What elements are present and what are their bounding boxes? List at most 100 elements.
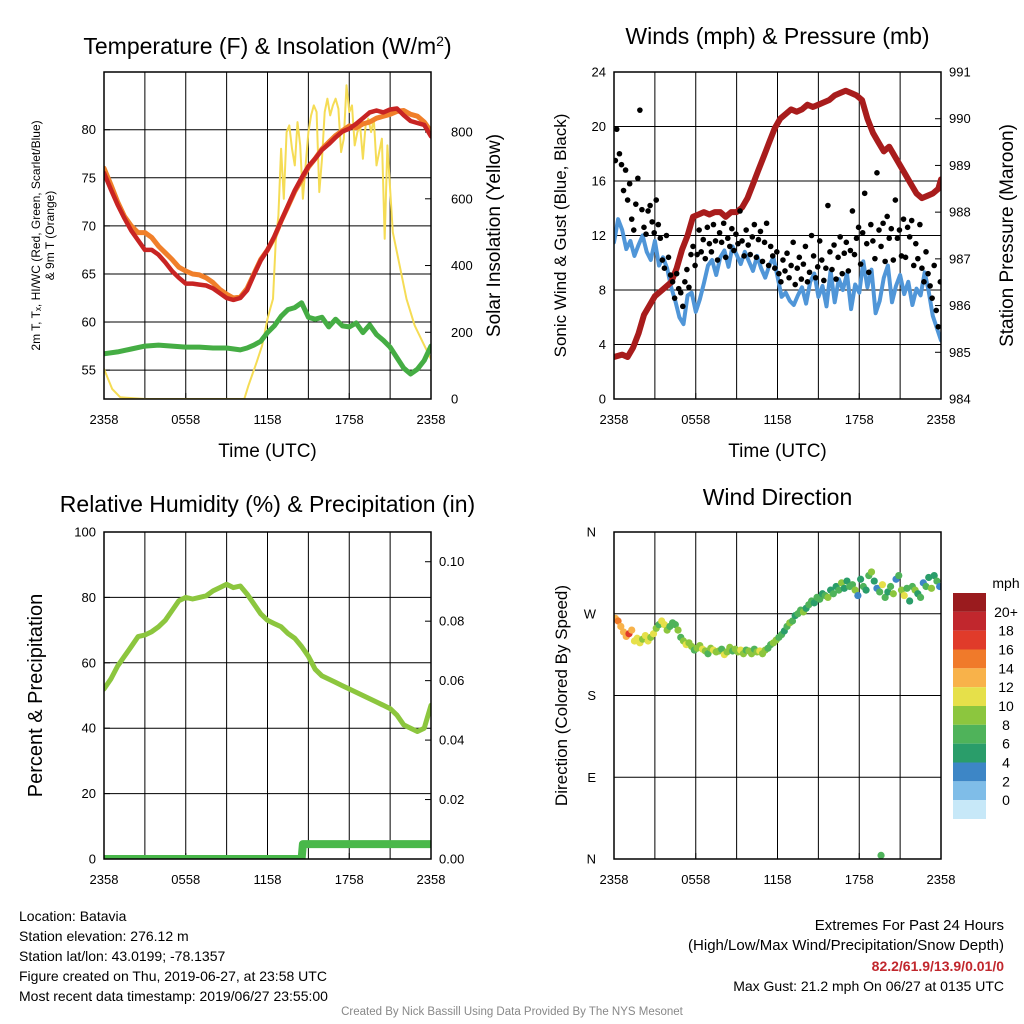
wind-gust-point <box>886 235 893 242</box>
wind-gust-point <box>780 257 786 263</box>
wind-gust-point <box>616 150 623 157</box>
wind-gust-point <box>921 279 927 285</box>
wind-gust-point <box>714 257 721 263</box>
rh-y2tick-label: 0.02 <box>439 792 464 807</box>
wind-ytick-label: 8 <box>599 283 606 298</box>
wind-y2tick-label: 986 <box>949 298 971 313</box>
wind-gust-point <box>653 197 660 203</box>
wind-direction-point <box>862 586 870 594</box>
wind-xtick-label: 2358 <box>600 412 629 427</box>
wind-ytick-label: 4 <box>599 337 606 352</box>
wind-gust-point <box>641 224 647 231</box>
wind-gust-point <box>863 240 870 247</box>
temp-y2tick-label: 800 <box>451 125 473 140</box>
wind-direction-point <box>936 582 941 591</box>
wind-gust-point <box>727 243 733 250</box>
wind-gust-point <box>700 236 707 243</box>
wind-panel: Winds (mph) & Pressure (mb) 0 4 8 12 16 20 24 98… <box>551 23 1018 462</box>
wind-gust-point <box>835 254 841 261</box>
wind-direction-point <box>857 575 865 583</box>
wind-gust-point <box>633 201 639 207</box>
wdir-frame <box>613 531 942 860</box>
wind-gust-point <box>729 225 735 232</box>
temp-y2tick-label: 400 <box>451 258 473 273</box>
wind-gust-point <box>765 262 772 269</box>
wind-gust-point <box>733 231 739 237</box>
wind-gust-point <box>659 257 666 263</box>
speed-legend-label: 4 <box>1002 755 1010 771</box>
wind-direction-point <box>884 588 892 596</box>
recent-data-text: Most recent data timestamp: 2019/06/27 2… <box>19 988 328 1004</box>
wdir-title: Wind Direction <box>703 484 853 510</box>
wind-gust-point <box>872 255 878 262</box>
wind-gust-point <box>749 234 756 240</box>
wind-gust-point <box>767 243 774 250</box>
temp-ylabel: 2m T, Tₓ, HI/WC (Red, Green, Scarlet/Blu… <box>29 120 43 350</box>
speed-legend-label: 0 <box>1002 792 1010 808</box>
wind-gust-point <box>810 253 817 259</box>
wind-direction-point <box>900 591 908 600</box>
wind-gust-point <box>796 254 803 261</box>
rh-title: Relative Humidity (%) & Precipitation (i… <box>60 491 475 517</box>
temp-ytick-label: 75 <box>82 170 96 185</box>
wind-gust-point <box>931 262 937 269</box>
wind-direction-point <box>895 572 903 580</box>
speed-legend-label: 8 <box>1002 717 1010 733</box>
wind-direction-point <box>906 597 914 605</box>
wind-gust-point <box>759 258 766 265</box>
wind-gust-point <box>739 238 745 244</box>
wind-gust-point <box>890 257 897 263</box>
wind-ytick-label: 16 <box>592 174 606 189</box>
wind-direction-point <box>925 573 933 582</box>
wind-direction-point <box>718 645 726 653</box>
speed-legend-label: 6 <box>1002 736 1010 752</box>
speed-legend-swatch <box>953 762 986 782</box>
wind-gust-point <box>649 219 655 225</box>
wdir-panel: Wind Direction N E S W N 2358 0558 1158 1758 2358 D… <box>552 484 1020 887</box>
rh-ylabel: Percent & Precipitation <box>25 594 47 797</box>
wind-gust-point <box>720 220 727 227</box>
wind-direction-point <box>837 579 846 587</box>
wind-y2tick-label: 984 <box>949 392 971 407</box>
rh-plot-area <box>104 581 431 859</box>
wind-direction-point <box>933 577 941 585</box>
temp-xtick-label: 2358 <box>90 412 119 427</box>
rh-panel: Relative Humidity (%) & Precipitation (i… <box>25 491 475 887</box>
wind-gust-point <box>816 238 823 244</box>
elevation-text: Station elevation: 276.12 m <box>19 928 189 944</box>
wind-y2label: Station Pressure (Maroon) <box>997 124 1018 347</box>
credit-text: Created By Nick Bassill Using Data Provi… <box>341 1006 683 1018</box>
wind-gust-point <box>874 170 880 176</box>
wind-gust-point <box>870 238 876 244</box>
wind-gust-point <box>735 240 741 247</box>
wind-direction-point <box>843 577 851 585</box>
wind-gust-point <box>704 224 711 231</box>
wind-direction-point <box>927 584 936 592</box>
rh-ytick-label: 60 <box>82 655 96 670</box>
wind-gust-point <box>794 265 801 272</box>
speed-legend-swatch <box>953 724 986 744</box>
rh-ytick-label: 0 <box>89 852 96 867</box>
wind-gust-point <box>682 279 688 285</box>
wind-gust-point <box>853 235 860 242</box>
wind-gust-point <box>845 268 852 274</box>
wind-gust-point <box>790 239 796 246</box>
station-info: Location: Batavia Station elevation: 276… <box>19 906 328 1006</box>
wdir-ytick-label: W <box>584 606 597 621</box>
wind-direction-point <box>614 617 622 625</box>
wind-gust-point <box>763 220 770 227</box>
speed-legend-swatch <box>953 687 986 706</box>
wind-direction-point <box>886 582 895 591</box>
wind-ylabel: Sonic Wind & Gust (Blue, Black) <box>551 114 570 358</box>
wind-gust-point <box>802 243 809 250</box>
wind-gust-point <box>859 229 866 236</box>
wind-gust-point <box>884 213 890 220</box>
wind-direction-point <box>810 599 818 607</box>
wind-gust-point <box>657 235 664 242</box>
wind-gust-point <box>892 197 899 203</box>
wind-gust-point <box>849 208 856 214</box>
wind-gust-point <box>677 289 684 296</box>
wind-gust-point <box>686 284 692 291</box>
latlon-text: Station lat/lon: 43.0199; -78.1357 <box>19 948 226 964</box>
wind-ytick-label: 24 <box>592 65 606 80</box>
